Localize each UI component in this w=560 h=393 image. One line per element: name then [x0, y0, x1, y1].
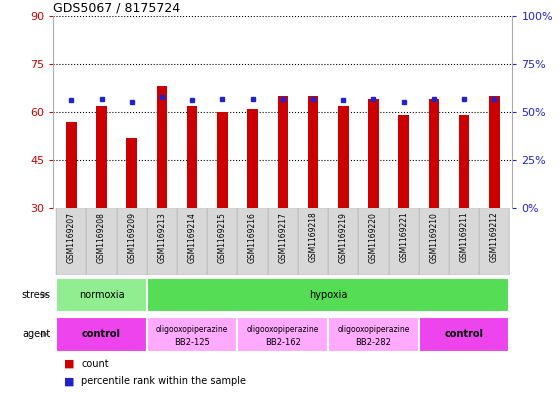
Text: normoxia: normoxia [79, 290, 124, 300]
Bar [66, 121, 77, 208]
Bar [96, 106, 107, 208]
Bar [328, 208, 358, 275]
Bar [147, 208, 177, 275]
Text: BB2-125: BB2-125 [174, 338, 210, 347]
Bar [127, 138, 137, 208]
Text: control: control [82, 329, 121, 339]
Bar [368, 99, 379, 208]
Bar [298, 208, 328, 275]
Bar [308, 96, 318, 208]
Text: GSM1169212: GSM1169212 [490, 211, 499, 263]
Bar [479, 208, 510, 275]
Bar [449, 208, 479, 275]
Bar [489, 96, 500, 208]
Bar [56, 278, 147, 312]
Text: BB2-282: BB2-282 [356, 338, 391, 347]
Bar [187, 106, 198, 208]
Text: GDS5067 / 8175724: GDS5067 / 8175724 [53, 2, 180, 15]
Text: stress: stress [21, 290, 50, 300]
Text: GSM1169221: GSM1169221 [399, 211, 408, 263]
Text: GSM1169213: GSM1169213 [157, 211, 166, 263]
Bar [419, 208, 449, 275]
Text: GSM1169216: GSM1169216 [248, 211, 257, 263]
Text: ■: ■ [64, 376, 75, 386]
Bar [278, 96, 288, 208]
Text: count: count [81, 358, 109, 369]
Text: oligooxopiperazine: oligooxopiperazine [337, 325, 409, 334]
Text: oligooxopiperazine: oligooxopiperazine [246, 325, 319, 334]
Bar [237, 317, 328, 352]
Text: GSM1169207: GSM1169207 [67, 211, 76, 263]
Text: GSM1169220: GSM1169220 [369, 211, 378, 263]
Text: GSM1169218: GSM1169218 [309, 211, 318, 263]
Bar [358, 208, 389, 275]
Bar [56, 208, 86, 275]
Bar [389, 208, 419, 275]
Text: GSM1169211: GSM1169211 [460, 211, 469, 263]
Text: GSM1169210: GSM1169210 [430, 211, 438, 263]
Text: control: control [445, 329, 484, 339]
Bar [147, 317, 237, 352]
Text: BB2-162: BB2-162 [265, 338, 301, 347]
Text: GSM1169208: GSM1169208 [97, 211, 106, 263]
Bar [268, 208, 298, 275]
Text: ■: ■ [64, 358, 75, 369]
Bar [237, 208, 268, 275]
Text: GSM1169219: GSM1169219 [339, 211, 348, 263]
Bar [147, 278, 510, 312]
Bar [398, 115, 409, 208]
Bar [328, 317, 419, 352]
Bar [116, 208, 147, 275]
Bar [207, 208, 237, 275]
Text: agent: agent [22, 329, 50, 339]
Bar [428, 99, 439, 208]
Bar [86, 208, 116, 275]
Text: hypoxia: hypoxia [309, 290, 347, 300]
Text: GSM1169217: GSM1169217 [278, 211, 287, 263]
Bar [217, 112, 228, 208]
Bar [419, 317, 510, 352]
Bar [338, 106, 348, 208]
Text: GSM1169215: GSM1169215 [218, 211, 227, 263]
Text: oligooxopiperazine: oligooxopiperazine [156, 325, 228, 334]
Text: GSM1169214: GSM1169214 [188, 211, 197, 263]
Bar [157, 86, 167, 208]
Bar [177, 208, 207, 275]
Bar [56, 317, 147, 352]
Bar [248, 109, 258, 208]
Bar [459, 115, 469, 208]
Text: GSM1169209: GSM1169209 [127, 211, 136, 263]
Text: percentile rank within the sample: percentile rank within the sample [81, 376, 246, 386]
